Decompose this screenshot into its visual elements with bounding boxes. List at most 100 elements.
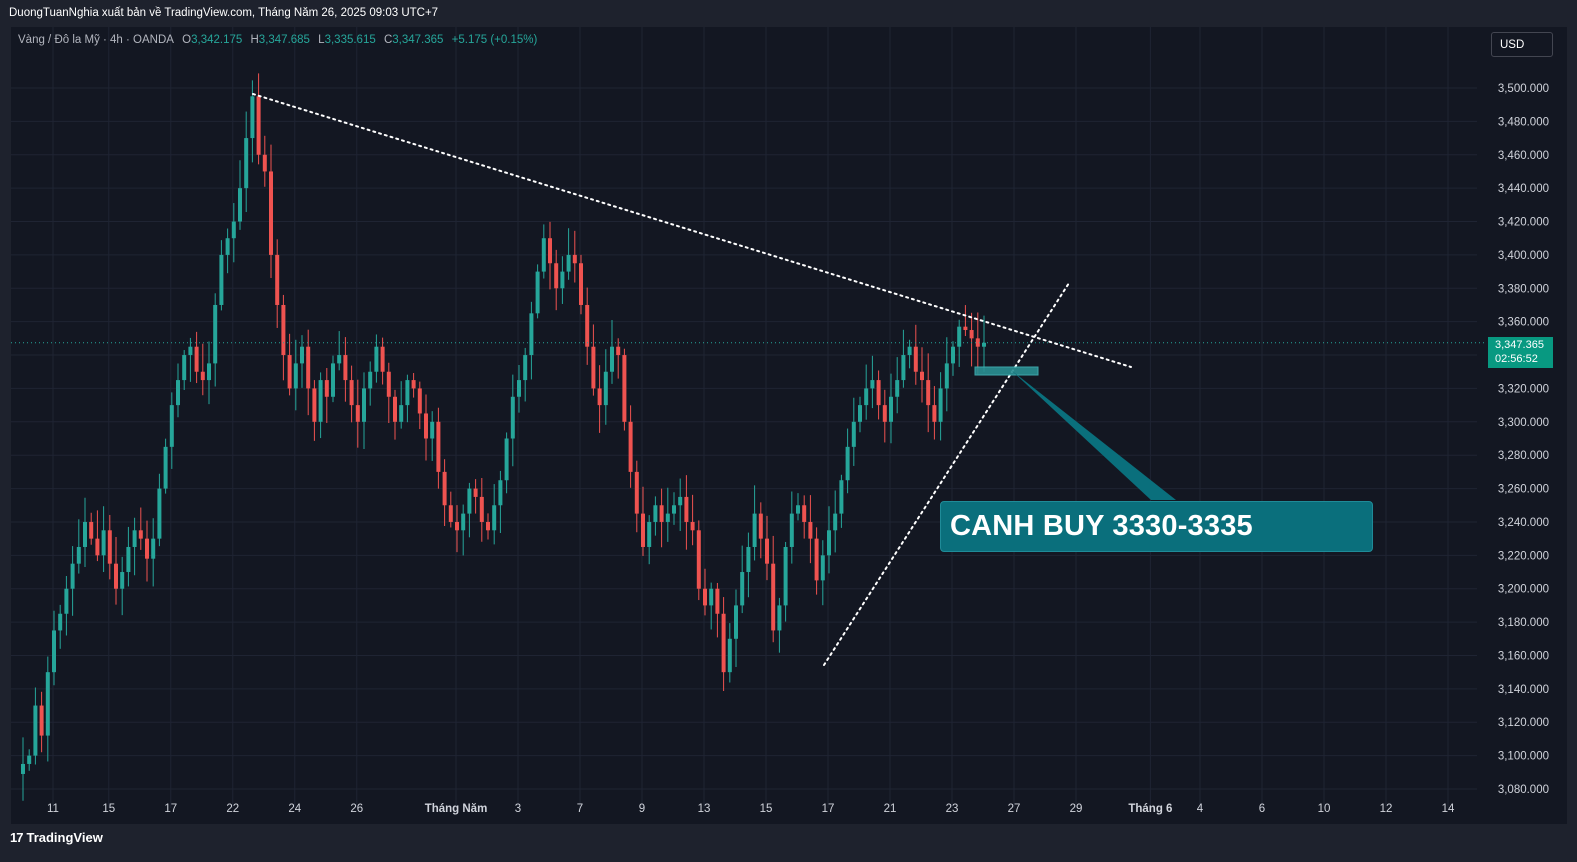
candle-body [858,405,862,422]
x-tick-label: 10 [1318,803,1331,815]
tradingview-logo[interactable]: 17 TradingView [10,830,103,845]
candle-body [814,538,819,581]
candle-body [83,521,87,547]
candle-body [951,346,955,364]
candle-body [132,530,137,547]
y-tick-label: 3,500.000 [1498,83,1549,95]
candle-body [145,538,149,559]
candle-body [461,513,466,531]
candle-body [355,405,360,422]
symbol-label[interactable]: Vàng / Đô la Mỹ · 4h · OANDA [18,34,174,46]
candle-body [554,263,559,289]
y-tick-label: 3,260.000 [1498,484,1549,496]
candle-body [176,380,180,406]
candle-body [696,530,701,589]
candle-body [331,363,335,397]
candle-body [58,613,63,631]
candle-body [76,546,81,564]
x-tick-label: 24 [288,803,301,815]
candle-body [659,505,664,522]
candle-body [765,538,769,564]
x-tick-label: 21 [884,803,897,815]
x-tick-label: 14 [1442,803,1455,815]
candlestick-chart[interactable]: 3,080.000 3,100.000 3,120.000 3,140.000 3,16… [11,27,1567,824]
candle-body [405,380,410,406]
y-tick-label: 3,460.000 [1498,150,1549,162]
chart-area[interactable]: 3,080.000 3,100.000 3,120.000 3,140.000 3,16… [11,27,1567,824]
candle-body [585,304,590,347]
candle-body [746,546,751,573]
y-tick-label: 3,120.000 [1498,717,1549,729]
candle-body [424,413,428,439]
candle-body [194,346,199,372]
y-tick-label: 3,140.000 [1498,684,1549,696]
candle-body [318,380,323,422]
candle-body [287,355,292,389]
candle-body [473,488,478,497]
buy-zone-box [974,366,1039,376]
candle-body [944,363,949,389]
candle-body [926,380,931,406]
candle-body [362,388,366,422]
candle-body [969,330,974,339]
candle-body [783,546,788,606]
candle-body [932,405,937,422]
change-value: +5.175 (+0.15%) [451,34,538,46]
candle-body [920,371,924,381]
buy-zone-callout[interactable]: CANH BUY 3330-3335 [940,501,1373,552]
candle-body [579,263,583,305]
candle-body [535,271,540,314]
candle-body [107,530,112,564]
candle-body [982,342,986,347]
candle-body [938,388,943,422]
candle-body [399,405,404,422]
current-price-label: 3,347.365 [1495,339,1544,351]
candle-body [566,254,571,272]
candle-body [182,355,187,381]
candle-body [157,488,162,539]
x-tick-label: 29 [1070,803,1083,815]
x-tick-label: 4 [1197,803,1204,815]
x-tick-label: Tháng 6 [1128,803,1172,815]
y-tick-label: 3,220.000 [1498,550,1549,562]
candle-body [721,613,726,673]
x-tick-label: 27 [1008,803,1021,815]
candle-body [672,505,676,514]
candle-body [895,380,900,397]
candle-body [727,638,732,673]
candle-body [845,446,850,481]
low-value: 3,335.615 [324,34,376,46]
candle-body [386,371,391,397]
candle-body [411,380,416,389]
candle-body [293,363,298,389]
candle-body [597,388,602,406]
tradingview-logo-icon: 17 [10,830,24,845]
candle-body [39,705,44,736]
candle-body [963,326,968,331]
candle-body [641,513,645,547]
ohlc-legend: Vàng / Đô la Mỹ · 4h · OANDA O3,342.175 … [18,34,538,46]
candle-body [269,171,273,255]
candle-body [169,405,174,447]
candle-body [789,513,794,547]
candle-body [479,496,484,522]
candle-body [802,505,807,522]
y-tick-label: 3,180.000 [1498,617,1549,629]
candle-body [151,538,156,559]
candle-body [448,505,453,522]
candle-body [114,563,118,589]
x-tick-label: 9 [639,803,645,815]
candle-body [337,355,342,364]
candle-body [560,271,565,289]
candle-body [839,480,844,514]
y-tick-label: 3,160.000 [1498,650,1549,662]
candle-body [250,96,255,139]
tradingview-brand: TradingView [26,830,103,845]
candle-body [634,471,639,514]
y-tick-label: 3,240.000 [1498,517,1549,529]
candle-body [281,304,286,356]
currency-button[interactable]: USD [1491,32,1553,57]
callout-pointer [1011,370,1176,500]
candle-body [628,421,633,472]
candle-body [467,488,472,514]
